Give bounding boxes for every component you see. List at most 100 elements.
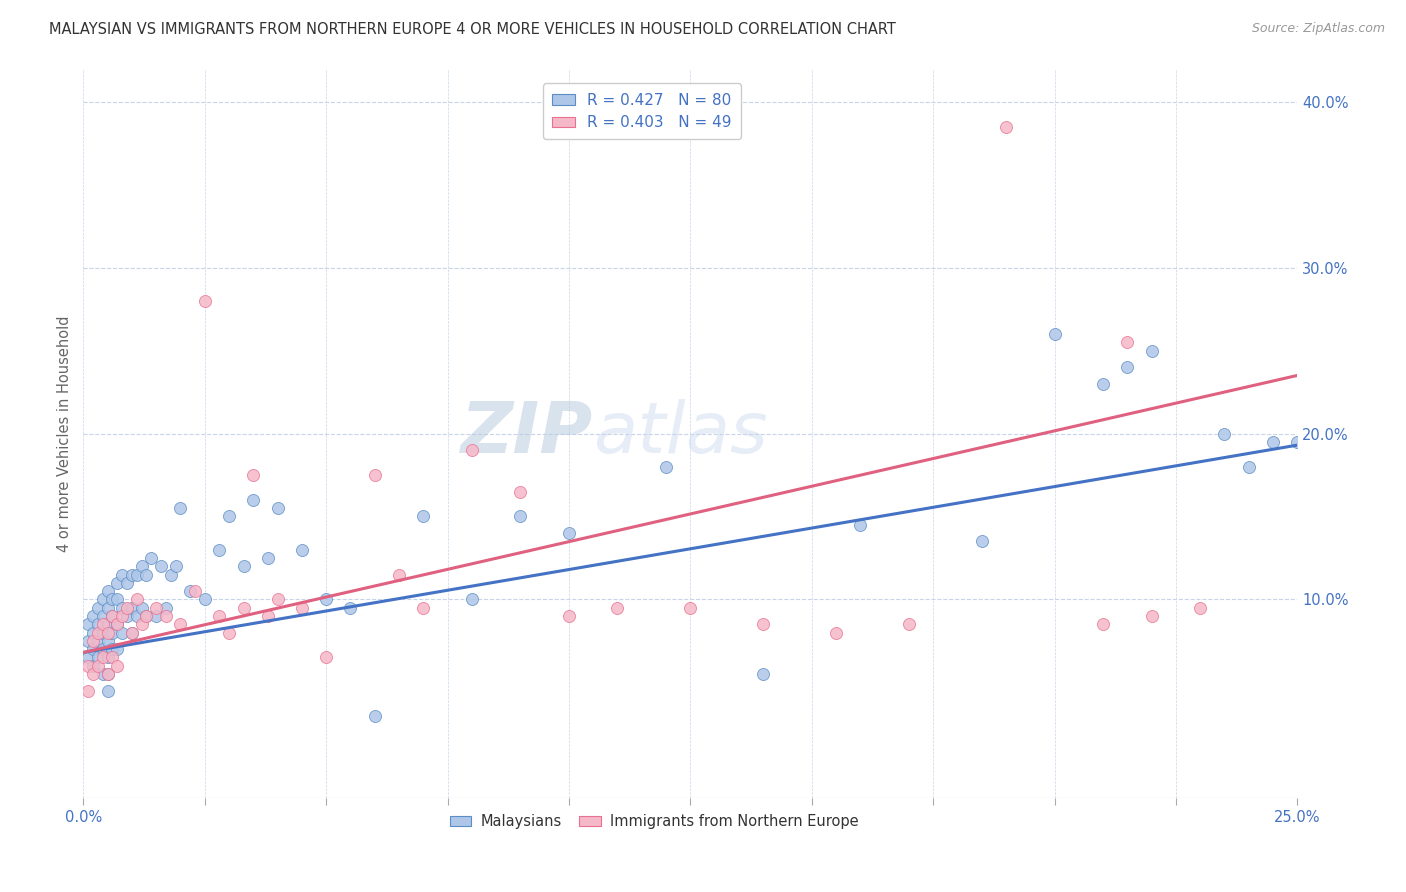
Point xyxy=(82,667,104,681)
Point xyxy=(121,567,143,582)
Point xyxy=(256,550,278,565)
Point xyxy=(91,667,114,681)
Point xyxy=(121,600,143,615)
Point xyxy=(87,600,110,615)
Point xyxy=(169,501,191,516)
Point xyxy=(315,650,337,665)
Point xyxy=(135,567,157,582)
Point xyxy=(131,559,153,574)
Point xyxy=(101,625,124,640)
Y-axis label: 4 or more Vehicles in Household: 4 or more Vehicles in Household xyxy=(58,315,72,552)
Point xyxy=(82,658,104,673)
Point xyxy=(131,600,153,615)
Legend: Malaysians, Immigrants from Northern Europe: Malaysians, Immigrants from Northern Eur… xyxy=(444,808,865,835)
Point xyxy=(509,509,531,524)
Text: ZIP: ZIP xyxy=(461,399,593,468)
Point xyxy=(970,534,993,549)
Point xyxy=(97,617,120,632)
Point xyxy=(363,467,385,482)
Point xyxy=(1116,360,1139,375)
Point xyxy=(105,592,128,607)
Point xyxy=(125,567,148,582)
Point xyxy=(509,484,531,499)
Text: MALAYSIAN VS IMMIGRANTS FROM NORTHERN EUROPE 4 OR MORE VEHICLES IN HOUSEHOLD COR: MALAYSIAN VS IMMIGRANTS FROM NORTHERN EU… xyxy=(49,22,896,37)
Point xyxy=(87,633,110,648)
Point xyxy=(1189,600,1212,615)
Point xyxy=(291,542,314,557)
Point xyxy=(169,617,191,632)
Point xyxy=(897,617,920,632)
Point xyxy=(105,617,128,632)
Text: atlas: atlas xyxy=(593,399,768,468)
Point xyxy=(91,642,114,657)
Point xyxy=(849,517,872,532)
Point xyxy=(165,559,187,574)
Point xyxy=(101,609,124,624)
Point xyxy=(101,642,124,657)
Point xyxy=(655,459,678,474)
Point xyxy=(82,633,104,648)
Point xyxy=(82,642,104,657)
Point xyxy=(87,617,110,632)
Point xyxy=(412,509,434,524)
Point xyxy=(679,600,702,615)
Point xyxy=(184,584,207,599)
Point xyxy=(388,567,411,582)
Point xyxy=(115,575,138,590)
Point xyxy=(121,625,143,640)
Point xyxy=(82,625,104,640)
Point xyxy=(121,625,143,640)
Point xyxy=(1140,343,1163,358)
Point xyxy=(461,592,484,607)
Point xyxy=(256,609,278,624)
Point xyxy=(159,567,181,582)
Point xyxy=(115,600,138,615)
Point xyxy=(77,633,100,648)
Point xyxy=(1043,326,1066,341)
Point xyxy=(208,609,231,624)
Point xyxy=(105,642,128,657)
Point xyxy=(97,584,120,599)
Point xyxy=(145,609,167,624)
Point xyxy=(141,550,163,565)
Point xyxy=(145,600,167,615)
Point xyxy=(77,683,100,698)
Point xyxy=(1261,434,1284,449)
Point xyxy=(242,492,264,507)
Point xyxy=(101,609,124,624)
Point xyxy=(91,592,114,607)
Point xyxy=(111,600,134,615)
Point xyxy=(1237,459,1260,474)
Point xyxy=(232,600,254,615)
Point xyxy=(558,609,581,624)
Point xyxy=(291,600,314,615)
Point xyxy=(266,592,288,607)
Point xyxy=(97,667,120,681)
Point xyxy=(218,509,240,524)
Point xyxy=(91,650,114,665)
Point xyxy=(1092,376,1115,391)
Point xyxy=(218,625,240,640)
Point xyxy=(131,617,153,632)
Point xyxy=(412,600,434,615)
Point xyxy=(266,501,288,516)
Point xyxy=(363,708,385,723)
Point xyxy=(135,609,157,624)
Point xyxy=(101,592,124,607)
Point xyxy=(194,592,217,607)
Point xyxy=(105,617,128,632)
Point xyxy=(91,609,114,624)
Point xyxy=(232,559,254,574)
Point xyxy=(208,542,231,557)
Point xyxy=(91,617,114,632)
Point xyxy=(77,658,100,673)
Point xyxy=(1213,426,1236,441)
Point xyxy=(105,575,128,590)
Point xyxy=(155,600,177,615)
Point xyxy=(1286,434,1309,449)
Point xyxy=(101,650,124,665)
Point xyxy=(179,584,201,599)
Point xyxy=(91,625,114,640)
Point xyxy=(752,667,775,681)
Point xyxy=(339,600,361,615)
